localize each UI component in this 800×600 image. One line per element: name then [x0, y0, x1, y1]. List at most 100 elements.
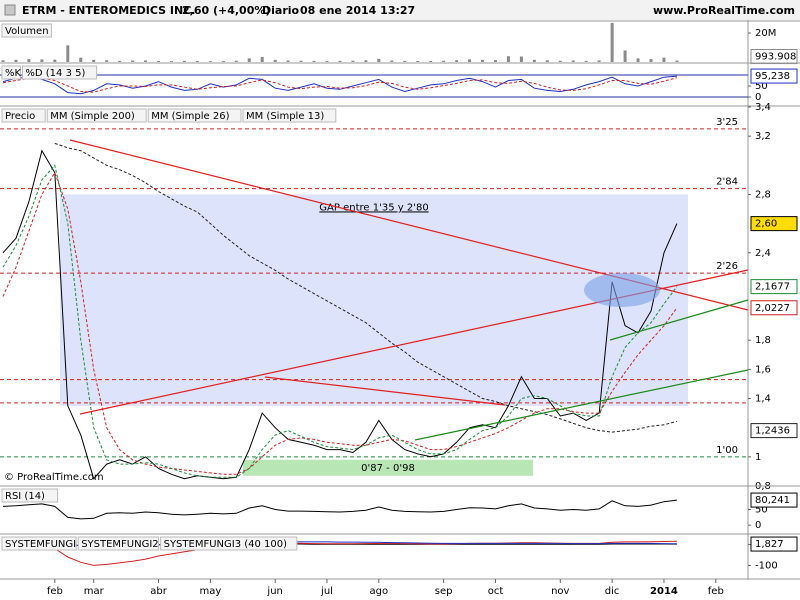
volume-bar — [403, 60, 407, 62]
volume-bar — [14, 59, 18, 62]
last-label: 2,0227 — [755, 303, 790, 314]
volume-bar — [208, 61, 212, 62]
y-tick-label: 2,8 — [755, 189, 771, 200]
y-tick-label: 0 — [755, 92, 761, 103]
legend-box — [1, 536, 77, 551]
series-line — [54, 142, 678, 433]
x-tick-label: may — [199, 586, 221, 597]
volume-bar — [260, 56, 264, 62]
volume-bar — [66, 45, 70, 62]
volume-bar — [169, 61, 173, 62]
trendline — [264, 376, 506, 406]
trendline — [609, 299, 749, 341]
last-label-box — [750, 279, 798, 295]
y-tick-label: 0 — [755, 520, 761, 531]
menu-icon[interactable] — [4, 4, 16, 16]
volume-bar — [558, 60, 562, 62]
legend-label: RSI (14) — [5, 491, 45, 502]
level-label: 3'25 — [716, 117, 738, 128]
symbol: ETRM - ENTEROMEDICS INC. — [22, 4, 195, 17]
x-tick-label: 2014 — [650, 586, 678, 597]
legend-label: MM (Simple 200) — [50, 111, 135, 122]
x-tick-label: nov — [551, 586, 569, 597]
trendline — [414, 369, 749, 441]
volume-bar — [610, 22, 614, 62]
volume-bar — [118, 60, 122, 62]
volume-bar — [351, 60, 355, 62]
legend-box — [1, 65, 21, 80]
volume-bar — [532, 59, 536, 62]
y-tick-label: 2,4 — [755, 248, 771, 259]
header-bar — [0, 0, 800, 20]
legend-box — [242, 108, 337, 123]
volume-bar — [545, 60, 549, 62]
highlight-ellipse — [584, 273, 660, 307]
volume-bar — [144, 60, 148, 62]
last-label-box — [750, 68, 798, 84]
last-label: 1,827 — [755, 539, 784, 550]
last-label-box — [750, 492, 798, 508]
legend-label: SYSTEMFUNGI3 (40 100) — [164, 539, 288, 550]
x-tick-label: jul — [320, 586, 333, 597]
x-tick-label: feb — [708, 586, 724, 597]
volume-bar — [221, 60, 225, 62]
last-label-box — [750, 216, 798, 232]
y-tick-label: 1,6 — [755, 364, 771, 375]
volume-bar — [493, 60, 497, 62]
level-label: 1'00 — [716, 445, 738, 456]
x-tick-label: dic — [605, 586, 620, 597]
legend-label: %D (14 3 5) — [25, 68, 85, 79]
x-tick-label: oct — [488, 586, 504, 597]
watermark: © ProRealTime.com — [4, 472, 104, 483]
volume-bar — [105, 60, 109, 62]
volume-bar — [390, 60, 394, 62]
last-label: 2,60 — [755, 219, 777, 230]
legend-label: %K — [5, 68, 22, 79]
volume-bar — [247, 58, 251, 62]
trendlines — [69, 139, 749, 441]
x-tick-label: mar — [84, 586, 105, 597]
legend-label: MM (Simple 13) — [246, 111, 324, 122]
last-label: 95,238 — [755, 71, 790, 82]
zone — [60, 194, 688, 406]
last-label: 993.908 — [755, 52, 796, 63]
volume-bar — [53, 59, 57, 62]
volume-bar — [312, 60, 316, 62]
period: Diario — [262, 4, 300, 17]
volume-bar — [1, 60, 5, 62]
x-tick-label: ago — [370, 586, 389, 597]
volume-bar — [92, 59, 96, 62]
x-tick-label: sep — [435, 586, 453, 597]
zone — [243, 459, 533, 476]
last-label: 2,1677 — [755, 282, 790, 293]
legend-label: SYSTEMFUNGI — [5, 539, 76, 550]
zone-label: 0'87 - 0'98 — [361, 463, 415, 474]
volume-bar — [675, 60, 679, 62]
last-label-box — [750, 49, 798, 65]
legend-box — [1, 23, 52, 38]
level-label: 2'26 — [716, 261, 738, 272]
legend-label: SYSTEMFUNGI2 — [81, 539, 158, 550]
legend-box — [1, 108, 46, 123]
legend-label: MM (Simple 26) — [151, 111, 229, 122]
series-line — [2, 171, 678, 475]
legend-box — [46, 108, 147, 123]
volume-bar — [442, 60, 446, 62]
volume-bar — [27, 59, 31, 62]
last-label-box — [750, 536, 798, 552]
volume-bar — [623, 50, 627, 62]
volume-bar — [429, 60, 433, 62]
volume-bar — [649, 59, 653, 62]
volume-bar — [131, 60, 135, 62]
volume-bar — [481, 59, 485, 62]
y-tick-label: 1 — [755, 452, 761, 463]
legend-label: Volumen — [5, 26, 49, 37]
volume-bar — [636, 58, 640, 62]
volume-bar — [182, 60, 186, 62]
volume-bar — [377, 58, 381, 62]
y-tick-label: 20M — [755, 28, 776, 39]
volume-bar — [157, 60, 161, 62]
y-tick-label: 50 — [755, 81, 768, 92]
last-label-box — [750, 423, 798, 439]
